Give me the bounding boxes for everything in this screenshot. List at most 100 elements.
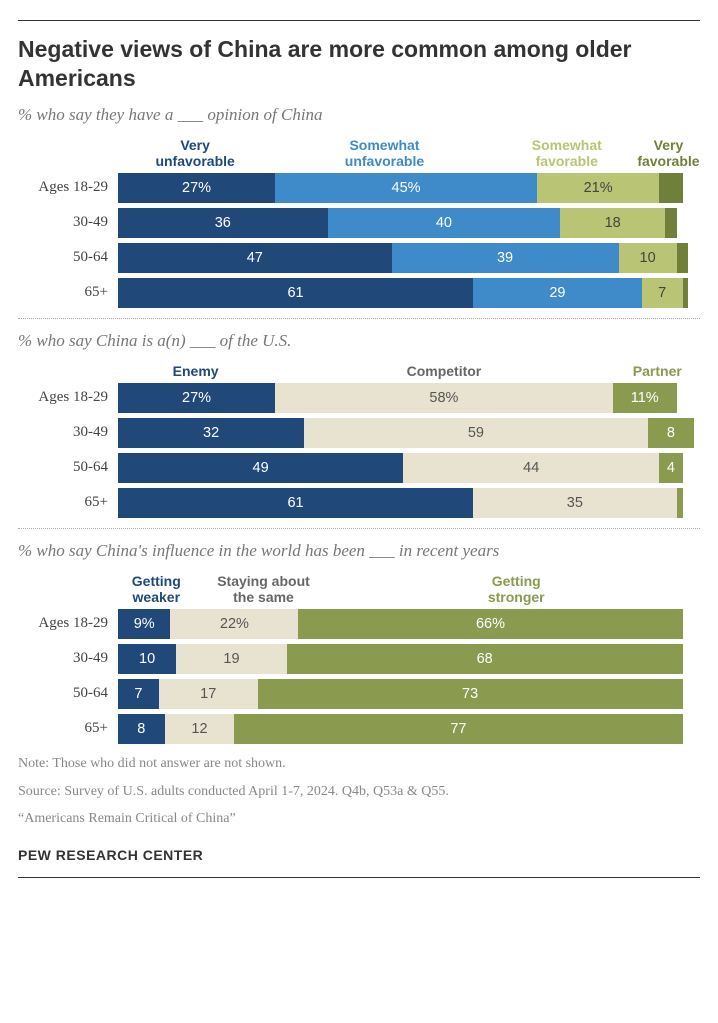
- bar-segment: 7: [118, 679, 159, 709]
- chart-report: “Americans Remain Critical of China”: [18, 809, 700, 829]
- legend-label: Somewhatfavorable: [497, 137, 637, 169]
- row-label: 30-49: [18, 424, 118, 441]
- attribution: PEW RESEARCH CENTER: [18, 847, 700, 863]
- bar-segment: 10: [118, 644, 176, 674]
- bar-segment: 68: [287, 644, 683, 674]
- bar-segment: 17: [159, 679, 258, 709]
- chart-row: 50-64473910: [18, 243, 700, 273]
- bar-segment: 35: [473, 488, 677, 518]
- row-label: 65+: [18, 284, 118, 301]
- legend-label: Veryfavorable: [637, 137, 700, 169]
- legend-label: Somewhatunfavorable: [272, 137, 496, 169]
- row-label: 50-64: [18, 459, 118, 476]
- row-label: Ages 18-29: [18, 615, 118, 632]
- chart-legend: GettingweakerStaying aboutthe sameGettin…: [118, 573, 700, 605]
- bar-segment: 19: [176, 644, 287, 674]
- chart-subtitle: % who say they have a ___ opinion of Chi…: [18, 105, 700, 125]
- chart-block: % who say China is a(n) ___ of the U.S. E…: [18, 331, 700, 518]
- bar-segment: [659, 173, 682, 203]
- bar-segment: 73: [258, 679, 683, 709]
- bar-segment: 8: [648, 418, 695, 448]
- legend-item: Gettingweaker: [118, 573, 195, 605]
- stacked-bar: 27%45%21%: [118, 173, 700, 203]
- top-rule: [18, 20, 700, 21]
- stacked-bar: 364018: [118, 208, 700, 238]
- stacked-bar: 6135: [118, 488, 700, 518]
- bar-segment: 7: [642, 278, 683, 308]
- charts-container: % who say they have a ___ opinion of Chi…: [18, 105, 700, 744]
- chart-row: 65+81277: [18, 714, 700, 744]
- chart-subtitle: % who say China is a(n) ___ of the U.S.: [18, 331, 700, 351]
- chart-divider: [18, 528, 700, 529]
- legend-item: Gettingstronger: [332, 573, 700, 605]
- chart-row: 50-6449444: [18, 453, 700, 483]
- bar-segment: 61: [118, 488, 473, 518]
- stacked-bar: 71773: [118, 679, 700, 709]
- stacked-bar: 101968: [118, 644, 700, 674]
- legend-label: Staying aboutthe same: [195, 573, 333, 605]
- row-label: Ages 18-29: [18, 389, 118, 406]
- bar-segment: 18: [560, 208, 665, 238]
- legend-item: Veryfavorable: [637, 137, 700, 169]
- legend-label: Partner: [615, 363, 700, 379]
- bar-segment: 12: [165, 714, 235, 744]
- chart-row: 30-49364018: [18, 208, 700, 238]
- bar-segment: 45%: [275, 173, 537, 203]
- stacked-bar: 9%22%66%: [118, 609, 700, 639]
- chart-row: 30-49101968: [18, 644, 700, 674]
- bar-segment: 77: [234, 714, 682, 744]
- chart-row: 30-4932598: [18, 418, 700, 448]
- legend-item: Somewhatfavorable: [497, 137, 637, 169]
- bar-segment: 59: [304, 418, 647, 448]
- bar-segment: 8: [118, 714, 165, 744]
- bar-segment: 44: [403, 453, 659, 483]
- bar-segment: 29: [473, 278, 642, 308]
- bar-segment: 9%: [118, 609, 170, 639]
- legend-label: Veryunfavorable: [118, 137, 272, 169]
- row-label: 30-49: [18, 214, 118, 231]
- row-label: 50-64: [18, 685, 118, 702]
- legend-item: Staying aboutthe same: [195, 573, 333, 605]
- bar-segment: [683, 278, 689, 308]
- chart-subtitle: % who say China's influence in the world…: [18, 541, 700, 561]
- chart-row: 65+61297: [18, 278, 700, 308]
- chart-divider: [18, 318, 700, 319]
- bar-segment: 47: [118, 243, 392, 273]
- chart-row: 50-6471773: [18, 679, 700, 709]
- legend-item: Partner: [615, 363, 700, 379]
- bar-segment: 21%: [537, 173, 659, 203]
- bar-segment: 36: [118, 208, 328, 238]
- legend-item: Somewhatunfavorable: [272, 137, 496, 169]
- chart-row: Ages 18-299%22%66%: [18, 609, 700, 639]
- bar-segment: 66%: [298, 609, 682, 639]
- bar-segment: 61: [118, 278, 473, 308]
- legend-item: Competitor: [273, 363, 614, 379]
- bar-segment: [677, 488, 683, 518]
- row-label: 50-64: [18, 249, 118, 266]
- chart-block: % who say China's influence in the world…: [18, 541, 700, 744]
- bottom-rule: [18, 877, 700, 878]
- bar-segment: [665, 208, 677, 238]
- bar-segment: 49: [118, 453, 403, 483]
- chart-row: 65+6135: [18, 488, 700, 518]
- legend-label: Competitor: [273, 363, 614, 379]
- stacked-bar: 32598: [118, 418, 700, 448]
- bar-segment: 4: [659, 453, 682, 483]
- legend-item: Veryunfavorable: [118, 137, 272, 169]
- legend-label: Enemy: [118, 363, 273, 379]
- bar-segment: 40: [328, 208, 561, 238]
- row-label: 65+: [18, 720, 118, 737]
- stacked-bar: 81277: [118, 714, 700, 744]
- bar-segment: 27%: [118, 173, 275, 203]
- chart-row: Ages 18-2927%58%11%: [18, 383, 700, 413]
- legend-item: Enemy: [118, 363, 273, 379]
- bar-segment: 32: [118, 418, 304, 448]
- bar-segment: 22%: [170, 609, 298, 639]
- row-label: 30-49: [18, 650, 118, 667]
- bar-segment: 39: [392, 243, 619, 273]
- chart-row: Ages 18-2927%45%21%: [18, 173, 700, 203]
- stacked-bar: 27%58%11%: [118, 383, 700, 413]
- bar-segment: 10: [619, 243, 677, 273]
- chart-legend: EnemyCompetitorPartner: [118, 363, 700, 379]
- chart-legend: VeryunfavorableSomewhatunfavorableSomewh…: [118, 137, 700, 169]
